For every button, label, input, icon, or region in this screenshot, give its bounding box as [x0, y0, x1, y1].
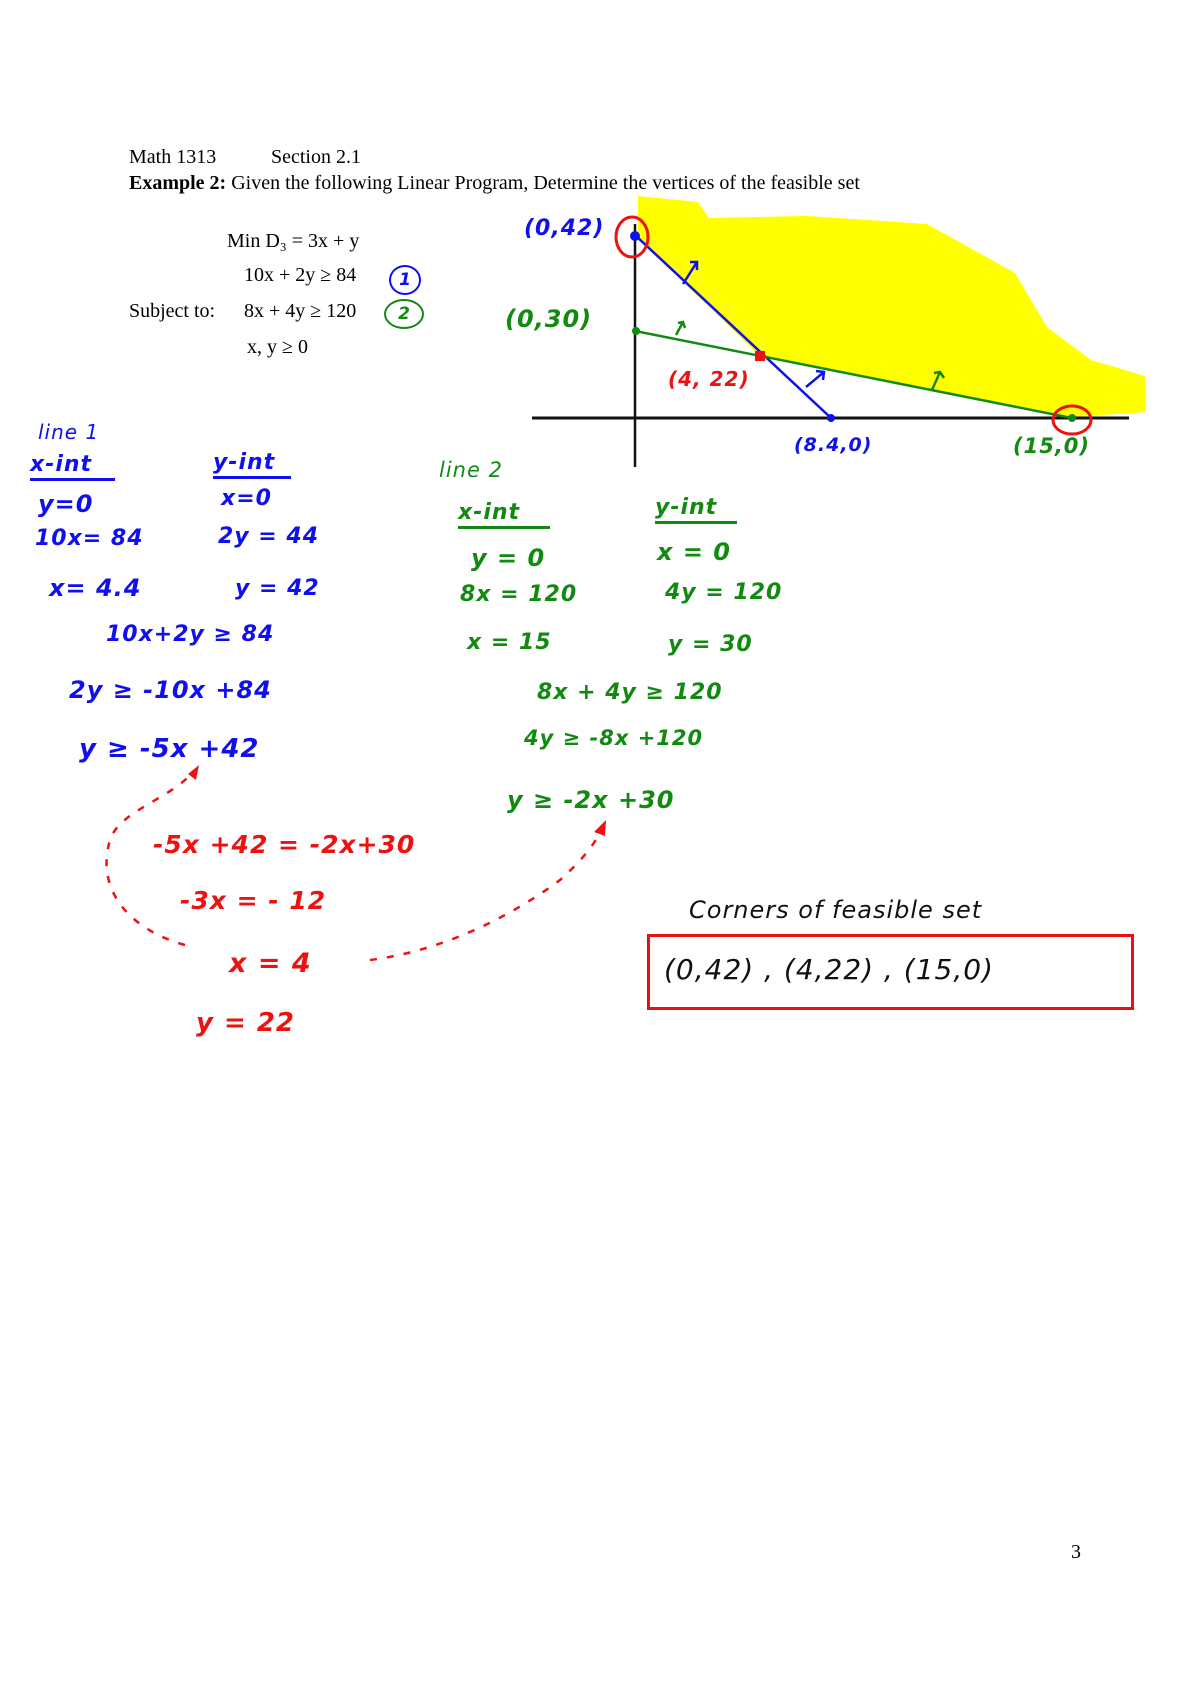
point-15-0 — [1068, 414, 1076, 422]
line2-xint-heading: x-int — [458, 500, 550, 529]
line1-y-step-2: 2y = 44 — [218, 524, 320, 549]
line1-yint-heading: y-int — [213, 450, 291, 479]
section-label: Section 2.1 — [271, 146, 361, 168]
line1-title: line 1 — [38, 420, 100, 444]
label-0-42: (0,42) — [524, 216, 605, 241]
line2-y-step-1: x = 0 — [657, 538, 731, 566]
page-number: 3 — [1071, 1541, 1081, 1563]
line2-yint-heading: y-int — [655, 495, 737, 524]
line2-title: line 2 — [439, 458, 503, 482]
point-0-30 — [632, 327, 640, 335]
label-4-22: (4, 22) — [668, 367, 750, 391]
line1-ineq-2: 2y ≥ -10x +84 — [69, 676, 272, 704]
solve-step-3: x = 4 — [229, 948, 312, 979]
feasible-region — [638, 196, 1145, 417]
corners-box: (0,42) , (4,22) , (15,0) — [647, 934, 1134, 1010]
line1-x-step-2: 10x= 84 — [35, 526, 144, 551]
line1-x-step-3: x= 4.4 — [49, 574, 142, 602]
objective: Min D₃ = 3x + y — [227, 230, 360, 252]
arrow-line2-left — [674, 320, 687, 336]
dashed-arrow-right — [369, 827, 604, 962]
arrow-line1-lower — [805, 369, 826, 388]
corners-title: Corners of feasible set — [689, 896, 983, 924]
solve-step-4: y = 22 — [196, 1008, 296, 1038]
line2-x-step-2: 8x = 120 — [460, 582, 578, 607]
corners-list: (0,42) , (4,22) , (15,0) — [664, 953, 994, 986]
arrow-line1-upper — [681, 260, 699, 285]
line-1 — [634, 234, 832, 419]
example-heading: Example 2: Given the following Linear Pr… — [129, 172, 860, 195]
label-0-30: (0,30) — [505, 305, 593, 333]
solve-step-1: -5x +42 = -2x+30 — [153, 830, 416, 859]
line1-x-step-1: y=0 — [38, 490, 94, 518]
line-2 — [634, 329, 1073, 420]
point-4-22 — [755, 351, 765, 361]
solve-step-2: -3x = - 12 — [180, 886, 327, 915]
example-text: Given the following Linear Program, Dete… — [226, 172, 860, 194]
circle-0-42 — [614, 215, 650, 259]
point-0-42 — [630, 231, 640, 241]
line2-x-step-3: x = 15 — [467, 630, 552, 655]
line2-y-step-3: y = 30 — [668, 632, 753, 657]
line1-y-step-1: x=0 — [221, 486, 272, 511]
constraint-1: 10x + 2y ≥ 84 — [244, 264, 357, 286]
course-label: Math 1313 — [129, 146, 217, 168]
arrowhead-left — [188, 765, 199, 780]
line1-ineq-3: y ≥ -5x +42 — [79, 734, 260, 764]
example-label: Example 2: — [129, 172, 227, 194]
circle-15-0 — [1051, 404, 1093, 436]
arrowhead-right — [594, 820, 606, 836]
line1-xint-heading: x-int — [30, 452, 115, 481]
line2-ineq-3: y ≥ -2x +30 — [507, 786, 675, 814]
constraint-3: x, y ≥ 0 — [247, 336, 308, 358]
constraint-2-tag: 2 — [384, 299, 424, 329]
constraint-1-tag: 1 — [389, 265, 421, 295]
label-15-0: (15,0) — [1013, 434, 1091, 458]
arrow-line2-right — [930, 370, 946, 391]
point-8-4-0 — [827, 414, 835, 422]
label-8-4-0: (8.4,0) — [794, 434, 873, 456]
constraint-2: 8x + 4y ≥ 120 — [244, 300, 357, 322]
line2-ineq-2: 4y ≥ -8x +120 — [524, 726, 704, 750]
line2-ineq-1: 8x + 4y ≥ 120 — [537, 680, 723, 705]
line2-y-step-2: 4y = 120 — [665, 580, 783, 605]
line2-x-step-1: y = 0 — [471, 544, 546, 572]
subject-to-label: Subject to: — [129, 300, 216, 322]
line1-y-step-3: y = 42 — [235, 576, 320, 601]
line1-ineq-1: 10x+2y ≥ 84 — [106, 622, 275, 647]
